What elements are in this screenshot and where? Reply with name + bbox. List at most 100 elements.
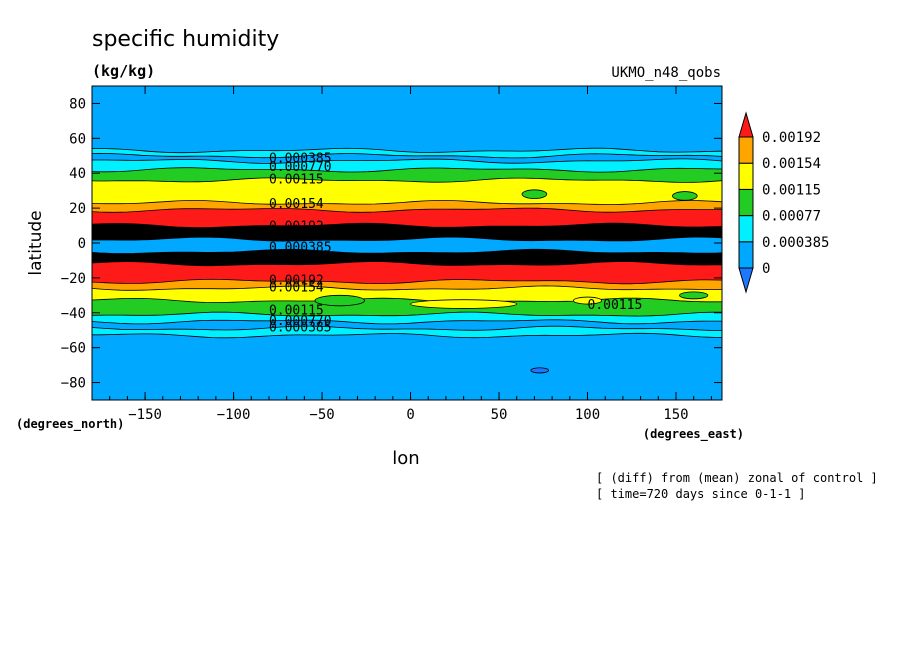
contour-band-13	[92, 177, 722, 205]
chart-title: specific humidity	[92, 27, 279, 52]
contour-line-4	[92, 297, 722, 303]
x-tick-label-5: 100	[575, 407, 600, 423]
contour-patch-4	[572, 296, 603, 305]
colorbar: 0 0.000385 0.00077 0.00115 0.00154 0.00192	[738, 111, 829, 294]
plot-area: 0.0003850.0007700.001150.001540.001920.0…	[92, 86, 722, 400]
contour-line-dense-0	[92, 259, 722, 265]
colorbar-label-0: 0	[762, 261, 770, 277]
contour-line-2	[92, 319, 722, 325]
contour-line-8	[92, 248, 722, 254]
contour-line-7	[92, 261, 722, 267]
y-tick-label-0: −80	[61, 376, 86, 392]
contour-label-8: 0.00192	[269, 274, 324, 289]
colorbar-swatch-5	[738, 136, 754, 164]
contour-patch-6	[530, 367, 549, 374]
x-tick-label-4: 50	[491, 407, 508, 423]
contour-label-4: 0.00192	[269, 220, 324, 235]
contour-patch-5	[679, 291, 709, 300]
x-tick-label-6: 150	[663, 407, 688, 423]
contour-label-12: 0.000385	[269, 321, 332, 336]
contour-label-2: 0.00115	[269, 172, 324, 187]
y-tick-label-8: 80	[69, 96, 86, 112]
contour-band-11	[92, 208, 722, 228]
colorbar-label-3: 0.00115	[762, 182, 821, 198]
colorbar-label-1: 0.000385	[762, 235, 829, 251]
contour-line-16	[92, 152, 722, 159]
contour-label-3: 0.00154	[269, 197, 324, 212]
colorbar-swatch-3	[738, 188, 754, 217]
footer-line-2: [ time=720 days since 0-1-1 ]	[596, 487, 806, 501]
contour-label-10: 0.00115	[269, 303, 324, 318]
x-axis-ticks: −150 −100 −50 0 50 100 150	[109, 86, 712, 423]
x-units-label: (degrees_east)	[643, 427, 744, 442]
x-axis-label: lon	[392, 448, 419, 469]
y-tick-label-3: −20	[61, 271, 86, 287]
contour-line-15	[92, 158, 722, 164]
contour-line-dense-6	[92, 228, 722, 234]
contour-line-14	[92, 167, 722, 173]
contour-label-0: 0.000385	[269, 152, 332, 167]
contour-line-dense-1	[92, 256, 722, 262]
y-tick-label-6: 40	[69, 166, 86, 182]
contour-line-11	[92, 207, 722, 213]
contour-patch-0	[521, 189, 548, 199]
contour-line-12	[92, 200, 722, 205]
contour-line-dense-5	[92, 232, 722, 238]
contour-label-6: 0.000385	[269, 240, 332, 255]
contour-line-dense-4	[92, 234, 722, 241]
contour-band-5	[92, 285, 722, 303]
contour-lines	[92, 147, 722, 339]
contour-band-1	[92, 326, 722, 338]
contour-line-17	[92, 147, 722, 154]
contour-line-13	[92, 177, 722, 183]
x-tick-label-2: −50	[309, 407, 334, 423]
x-tick-label-3: 0	[406, 407, 414, 423]
colorbar-bottom-triangle	[738, 267, 754, 294]
contour-line-1	[92, 325, 722, 331]
contour-band-4	[92, 298, 722, 317]
contour-line-10	[92, 222, 722, 229]
y-tick-label-1: −60	[61, 341, 86, 357]
contour-label-9: 0.00154	[269, 281, 324, 296]
contour-patch-1	[672, 191, 698, 201]
contour-label-5: 0.00154	[269, 228, 324, 243]
contour-band-15	[92, 158, 722, 173]
colorbar-top-triangle	[738, 111, 754, 138]
contour-label-1: 0.000770	[269, 160, 332, 175]
contour-line-dense-2	[92, 252, 722, 258]
y-axis-label: latitude	[26, 210, 46, 275]
contour-line-5	[92, 285, 722, 291]
y-tick-label-4: 0	[78, 236, 86, 252]
contour-band-14	[92, 167, 722, 183]
y-units-label: (degrees_north)	[16, 417, 124, 432]
contour-labels: 0.0003850.0007700.001150.001540.001920.0…	[269, 152, 642, 336]
contour-label-11: 0.000770	[269, 314, 332, 329]
colorbar-swatch-2	[738, 215, 754, 243]
y-tick-label-5: 20	[69, 201, 86, 217]
contour-band-18	[92, 86, 722, 153]
footer-line-1: [ (diff) from (mean) zonal of control ]	[596, 471, 878, 485]
contour-line-dense-3	[92, 250, 722, 256]
contour-line-9	[92, 236, 722, 242]
filled-contour-bands	[92, 86, 722, 400]
contour-patch-2	[314, 294, 365, 307]
contour-line-dense-7	[92, 224, 722, 230]
contour-band-3	[92, 312, 722, 324]
colorbar-swatch-1	[738, 241, 754, 269]
contour-band-2	[92, 319, 722, 331]
contour-line-0	[92, 332, 722, 339]
x-tick-label-0: −150	[128, 407, 162, 423]
model-label: UKMO_n48_qobs	[611, 65, 721, 81]
contour-band-7	[92, 261, 722, 284]
units-label: (kg/kg)	[92, 62, 155, 80]
contour-patches	[314, 189, 709, 374]
y-tick-label-2: −40	[61, 306, 86, 322]
contour-band-0	[92, 333, 722, 400]
y-axis-ticks: −80 −60 −40 −20 0 20 40 60 80	[61, 96, 722, 392]
colorbar-label-5: 0.00192	[762, 130, 821, 146]
contour-patch-3	[410, 299, 518, 309]
contour-label-7: 0.00192	[269, 251, 324, 266]
colorbar-label-4: 0.00154	[762, 156, 821, 172]
contour-line-3	[92, 311, 722, 317]
